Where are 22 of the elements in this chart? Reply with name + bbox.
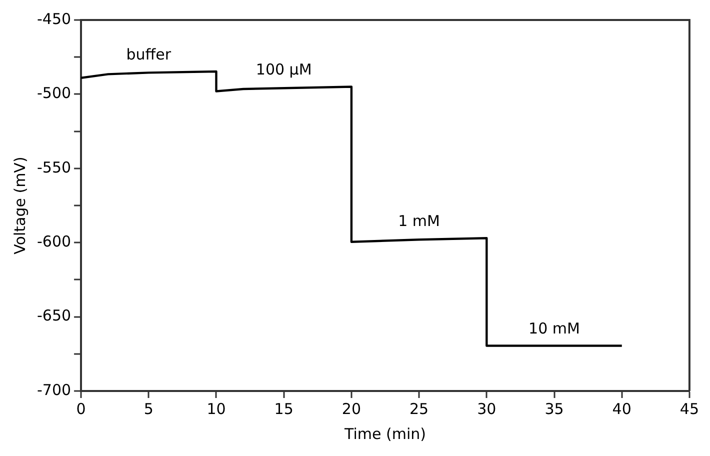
x-tick-label: 30 xyxy=(477,400,496,418)
x-tick-label: 0 xyxy=(76,400,86,418)
x-tick-label: 5 xyxy=(144,400,154,418)
y-tick-label: -700 xyxy=(36,380,72,399)
x-tick-label: 15 xyxy=(274,400,294,418)
annotation: 100 μM xyxy=(256,60,312,79)
x-tick-label: 20 xyxy=(342,400,361,418)
y-tick-label: -650 xyxy=(36,306,72,325)
y-tick-label: -500 xyxy=(36,84,72,102)
annotation: buffer xyxy=(126,45,172,64)
y-axis-title: Voltage (mV) xyxy=(10,156,29,254)
x-tick-label: 35 xyxy=(544,400,564,418)
x-tick-label: 10 xyxy=(206,400,226,418)
x-tick-label: 25 xyxy=(410,400,429,418)
x-axis-title: Time (min) xyxy=(344,424,426,443)
x-tick-label: 40 xyxy=(612,400,632,418)
x-tick-label: 45 xyxy=(680,400,700,418)
annotation: 10 mM xyxy=(528,320,580,338)
y-tick-label: -600 xyxy=(36,232,72,250)
annotation: 1 mM xyxy=(398,212,440,230)
y-tick-label: -450 xyxy=(36,10,72,28)
y-tick-label: -550 xyxy=(36,158,72,176)
